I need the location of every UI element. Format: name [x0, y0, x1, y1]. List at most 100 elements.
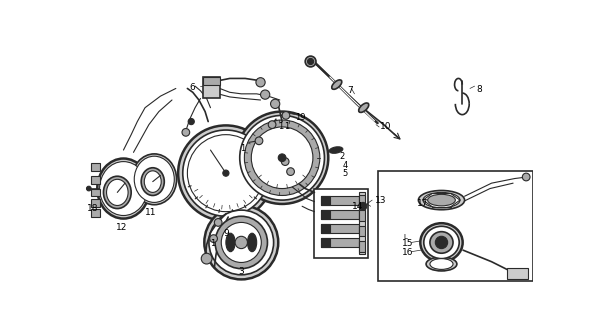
Bar	[321, 224, 359, 233]
Circle shape	[214, 219, 222, 226]
Bar	[359, 226, 365, 236]
Ellipse shape	[100, 162, 147, 215]
Text: 15: 15	[402, 239, 413, 248]
Bar	[91, 199, 100, 207]
Circle shape	[223, 170, 229, 176]
Bar	[321, 210, 359, 219]
Bar	[321, 196, 330, 205]
Circle shape	[182, 129, 189, 136]
Ellipse shape	[428, 194, 456, 206]
Bar	[91, 209, 100, 217]
Text: 16: 16	[402, 248, 413, 257]
Ellipse shape	[141, 168, 165, 196]
Ellipse shape	[226, 233, 235, 252]
Circle shape	[278, 154, 286, 162]
Circle shape	[435, 236, 448, 249]
Circle shape	[236, 112, 328, 204]
Ellipse shape	[248, 233, 257, 252]
Bar	[378, 171, 533, 281]
Ellipse shape	[359, 103, 369, 112]
Text: 8: 8	[476, 84, 482, 93]
Ellipse shape	[144, 171, 161, 192]
Circle shape	[268, 121, 276, 129]
Circle shape	[235, 236, 248, 249]
Bar	[321, 238, 330, 247]
Text: 3: 3	[238, 267, 244, 276]
Text: 13: 13	[374, 196, 386, 205]
Circle shape	[251, 127, 313, 188]
Bar	[359, 210, 365, 221]
Circle shape	[178, 125, 274, 221]
Text: 12: 12	[116, 223, 128, 232]
Bar	[359, 241, 365, 252]
Ellipse shape	[418, 190, 465, 210]
Text: 1: 1	[210, 239, 216, 248]
Ellipse shape	[132, 154, 176, 205]
Text: 10: 10	[380, 122, 391, 131]
Text: 1: 1	[278, 122, 283, 131]
Circle shape	[308, 59, 314, 65]
Circle shape	[215, 216, 267, 268]
Circle shape	[201, 253, 212, 264]
Ellipse shape	[423, 192, 460, 208]
Circle shape	[183, 130, 269, 216]
Bar	[321, 238, 359, 247]
Text: 17: 17	[417, 198, 428, 208]
Bar	[91, 163, 100, 171]
Bar	[321, 196, 359, 205]
Bar	[359, 192, 365, 254]
Ellipse shape	[430, 259, 453, 269]
Ellipse shape	[329, 147, 343, 153]
Text: 19: 19	[295, 113, 306, 122]
Text: 6: 6	[189, 83, 195, 92]
Circle shape	[188, 118, 194, 124]
Ellipse shape	[134, 156, 174, 203]
Text: 1: 1	[284, 122, 289, 131]
Text: 18: 18	[87, 204, 98, 213]
Circle shape	[256, 78, 265, 87]
Text: 5: 5	[342, 169, 347, 178]
Ellipse shape	[424, 226, 459, 259]
Circle shape	[282, 112, 290, 119]
Ellipse shape	[97, 158, 150, 219]
Circle shape	[210, 235, 217, 243]
Text: 2: 2	[340, 152, 345, 161]
Circle shape	[209, 210, 274, 275]
Text: 1: 1	[240, 144, 245, 153]
Ellipse shape	[426, 257, 457, 271]
Ellipse shape	[331, 80, 342, 89]
Circle shape	[359, 203, 367, 210]
Circle shape	[305, 56, 316, 67]
Circle shape	[204, 205, 278, 279]
Ellipse shape	[106, 179, 128, 205]
Bar	[91, 188, 100, 196]
Bar	[321, 224, 330, 233]
Circle shape	[261, 90, 270, 99]
Bar	[314, 188, 368, 258]
Text: 11: 11	[146, 208, 157, 217]
Bar	[203, 77, 220, 84]
Text: 14: 14	[352, 202, 363, 211]
Circle shape	[282, 158, 289, 165]
Text: 4: 4	[342, 161, 347, 170]
Circle shape	[87, 186, 91, 191]
Circle shape	[270, 99, 280, 108]
Circle shape	[255, 137, 263, 145]
Ellipse shape	[421, 223, 463, 262]
Text: 7: 7	[347, 86, 352, 95]
Bar	[321, 210, 330, 219]
Circle shape	[240, 116, 324, 200]
Circle shape	[244, 120, 320, 196]
Ellipse shape	[430, 232, 453, 253]
Text: L: L	[404, 234, 407, 240]
Bar	[507, 268, 529, 279]
Circle shape	[287, 168, 295, 175]
Circle shape	[187, 135, 264, 212]
Bar	[91, 176, 100, 184]
Bar	[203, 77, 220, 99]
Text: 9: 9	[223, 228, 229, 237]
Circle shape	[522, 173, 530, 181]
Ellipse shape	[103, 176, 131, 209]
Circle shape	[221, 222, 261, 262]
Bar	[359, 195, 365, 205]
